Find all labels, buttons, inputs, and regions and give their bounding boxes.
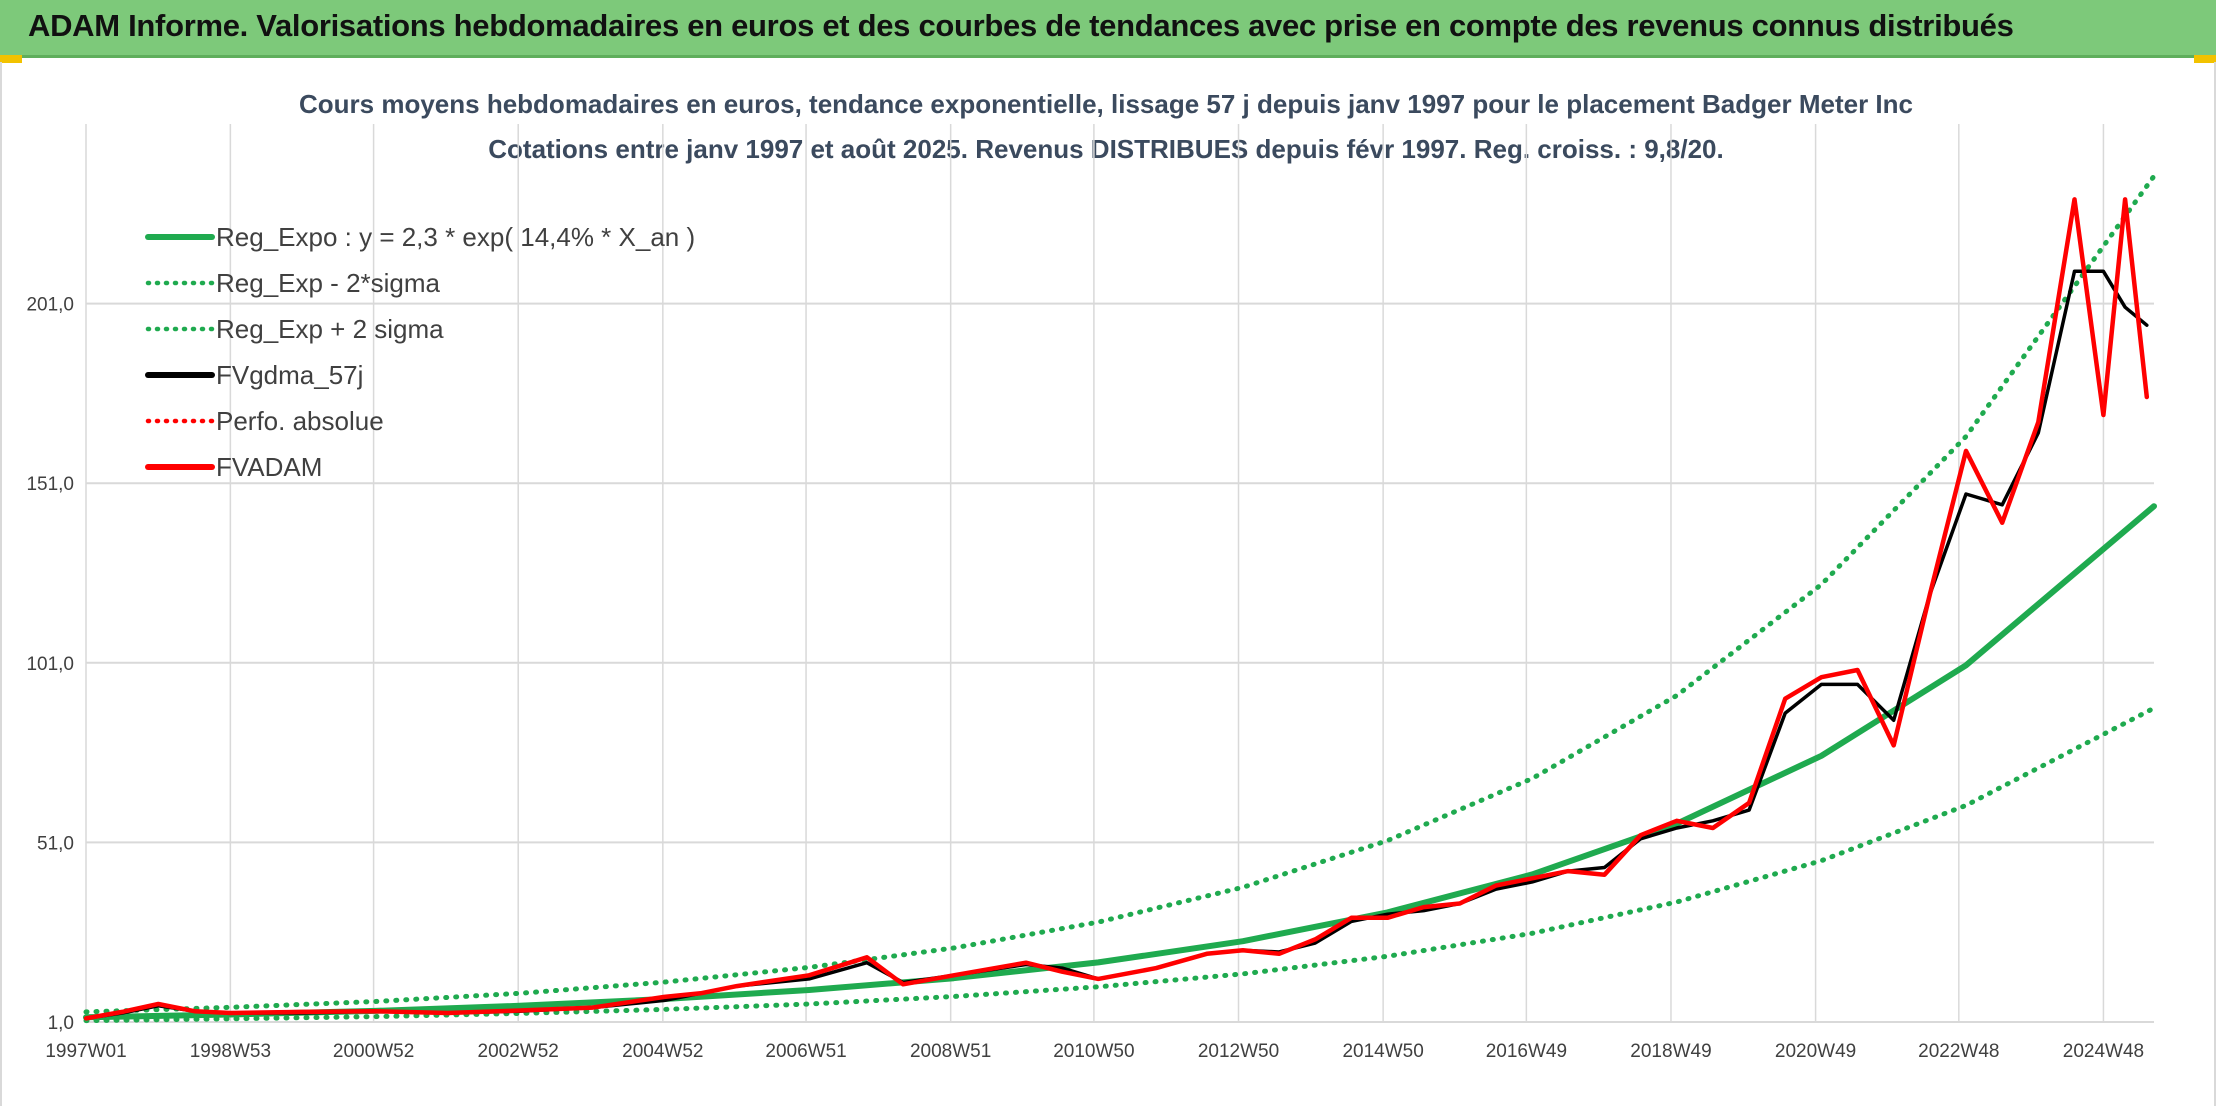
x-tick-label: 2002W52 <box>478 1041 559 1062</box>
vertical-gridlines <box>85 124 2105 1022</box>
legend-label: Reg_Expo : y = 2,3 * exp( 14,4% * X_an ) <box>216 222 695 252</box>
x-tick-label: 2014W50 <box>1342 1041 1423 1062</box>
banner-corner-left <box>0 55 22 63</box>
legend-label: FVgdma_57j <box>216 360 363 390</box>
chart-subtitle: Cotations entre janv 1997 et août 2025. … <box>488 134 1723 164</box>
legend-label: Reg_Exp - 2*sigma <box>216 268 441 298</box>
x-tick-label: 1997W01 <box>45 1041 126 1062</box>
banner-corner-right <box>2194 55 2216 63</box>
x-tick-label: 2018W49 <box>1630 1041 1711 1062</box>
x-tick-label: 2004W52 <box>622 1041 703 1062</box>
x-tick-label: 2000W52 <box>333 1041 414 1062</box>
x-tick-label: 2008W51 <box>910 1041 991 1062</box>
x-tick-label: 2024W48 <box>2063 1041 2144 1062</box>
x-tick-label: 2022W48 <box>1918 1041 1999 1062</box>
x-tick-label: 1998W53 <box>190 1041 271 1062</box>
y-tick-label: 51,0 <box>37 833 74 854</box>
series-reg-exp-minus-2sigma <box>83 705 2157 1024</box>
report-title: ADAM Informe. Valorisations hebdomadaire… <box>28 8 2014 43</box>
y-tick-label: 101,0 <box>26 654 74 675</box>
trend-chart: Cours moyens hebdomadaires en euros, ten… <box>26 89 2157 1062</box>
y-axis-ticks: 1,0 51,0 101,0 151,0 201,0 <box>26 295 74 1034</box>
y-tick-label: 151,0 <box>26 474 74 495</box>
legend-label: Reg_Exp + 2 sigma <box>216 314 444 344</box>
x-tick-label: 2010W50 <box>1053 1041 1134 1062</box>
legend-label: FVADAM <box>216 452 322 482</box>
series-fvadam <box>83 197 2150 1021</box>
series-fvgdma-57j <box>84 269 2149 1021</box>
chart-title: Cours moyens hebdomadaires en euros, ten… <box>299 89 1913 119</box>
x-tick-label: 2020W49 <box>1775 1041 1856 1062</box>
x-axis-ticks: 1997W01 1998W53 2000W52 2002W52 2004W52 2006W… <box>45 1041 2144 1062</box>
y-tick-label: 1,0 <box>48 1013 74 1034</box>
horizontal-gridlines <box>86 302 2154 1023</box>
y-tick-label: 201,0 <box>26 295 74 316</box>
series-reg-exp-plus-2sigma <box>83 173 2157 1015</box>
chart-frame: Cours moyens hebdomadaires en euros, ten… <box>0 62 2216 1106</box>
chart-legend: Reg_Expo : y = 2,3 * exp( 14,4% * X_an )… <box>145 222 695 482</box>
x-tick-label: 2012W50 <box>1198 1041 1279 1062</box>
legend-label: Perfo. absolue <box>216 406 384 436</box>
x-tick-label: 2016W49 <box>1486 1041 1567 1062</box>
report-banner: ADAM Informe. Valorisations hebdomadaire… <box>0 0 2216 58</box>
x-tick-label: 2006W51 <box>765 1041 846 1062</box>
series-reg-expo <box>83 503 2157 1021</box>
series-layer <box>83 173 2157 1024</box>
